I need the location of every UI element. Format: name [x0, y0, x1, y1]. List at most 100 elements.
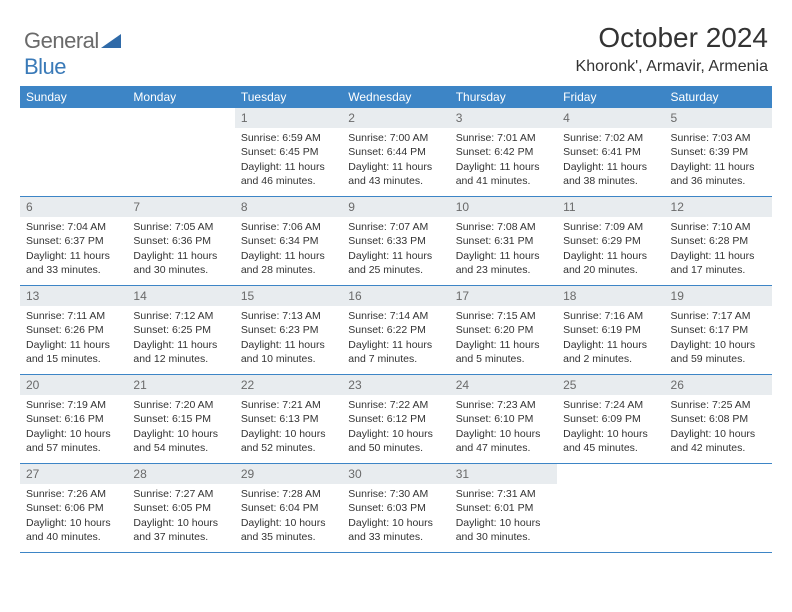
day-content: Sunrise: 7:28 AMSunset: 6:04 PMDaylight:… — [235, 484, 342, 547]
daylight-text: Daylight: 10 hours and 37 minutes. — [133, 516, 228, 544]
day-number: 19 — [665, 286, 772, 306]
sunset-text: Sunset: 6:29 PM — [563, 234, 658, 248]
weekday-header: Thursday — [450, 86, 557, 108]
day-cell: 7Sunrise: 7:05 AMSunset: 6:36 PMDaylight… — [127, 197, 234, 285]
day-cell: 25 Sunrise: 7:24 AMSunset: 6:09 PMDayligh… — [557, 375, 664, 463]
daylight-text: Daylight: 10 hours and 35 minutes. — [241, 516, 336, 544]
day-cell: 6Sunrise: 7:04 AMSunset: 6:37 PMDaylight… — [20, 197, 127, 285]
day-cell: 4Sunrise: 7:02 AMSunset: 6:41 PMDaylight… — [557, 108, 664, 196]
day-number: 6 — [20, 197, 127, 217]
brand-logo: General Blue — [24, 28, 121, 80]
day-cell: 19Sunrise: 7:17 AMSunset: 6:17 PMDayligh… — [665, 286, 772, 374]
sunset-text: Sunset: 6:26 PM — [26, 323, 121, 337]
sunrise-text: Sunrise: 7:24 AM — [563, 398, 658, 412]
sunrise-text: Sunrise: 7:27 AM — [133, 487, 228, 501]
day-content: Sunrise: 7:02 AMSunset: 6:41 PMDaylight:… — [557, 128, 664, 191]
day-number — [127, 108, 234, 112]
day-cell: 29Sunrise: 7:28 AMSunset: 6:04 PMDayligh… — [235, 464, 342, 552]
daylight-text: Daylight: 11 hours and 28 minutes. — [241, 249, 336, 277]
sunrise-text: Sunrise: 7:01 AM — [456, 131, 551, 145]
sunrise-text: Sunrise: 7:25 AM — [671, 398, 766, 412]
daylight-text: Daylight: 11 hours and 10 minutes. — [241, 338, 336, 366]
brand-triangle-icon — [101, 28, 121, 53]
day-number — [20, 108, 127, 112]
day-content: Sunrise: 7:01 AMSunset: 6:42 PMDaylight:… — [450, 128, 557, 191]
daylight-text: Daylight: 11 hours and 36 minutes. — [671, 160, 766, 188]
day-cell: 2Sunrise: 7:00 AMSunset: 6:44 PMDaylight… — [342, 108, 449, 196]
day-content: Sunrise: 7:12 AMSunset: 6:25 PMDaylight:… — [127, 306, 234, 369]
daylight-text: Daylight: 11 hours and 46 minutes. — [241, 160, 336, 188]
day-content: Sunrise: 7:13 AMSunset: 6:23 PMDaylight:… — [235, 306, 342, 369]
day-number: 2 — [342, 108, 449, 128]
sunrise-text: Sunrise: 7:17 AM — [671, 309, 766, 323]
day-number: 21 — [127, 375, 234, 395]
sunset-text: Sunset: 6:39 PM — [671, 145, 766, 159]
day-content: Sunrise: 7:10 AMSunset: 6:28 PMDaylight:… — [665, 217, 772, 280]
sunrise-text: Sunrise: 7:06 AM — [241, 220, 336, 234]
sunrise-text: Sunrise: 7:11 AM — [26, 309, 121, 323]
day-content: Sunrise: 7:11 AMSunset: 6:26 PMDaylight:… — [20, 306, 127, 369]
day-number: 7 — [127, 197, 234, 217]
sunrise-text: Sunrise: 7:23 AM — [456, 398, 551, 412]
day-number: 10 — [450, 197, 557, 217]
sunset-text: Sunset: 6:04 PM — [241, 501, 336, 515]
day-cell: 9Sunrise: 7:07 AMSunset: 6:33 PMDaylight… — [342, 197, 449, 285]
daylight-text: Daylight: 11 hours and 43 minutes. — [348, 160, 443, 188]
day-number: 23 — [342, 375, 449, 395]
day-number: 15 — [235, 286, 342, 306]
sunrise-text: Sunrise: 7:12 AM — [133, 309, 228, 323]
sunrise-text: Sunrise: 7:07 AM — [348, 220, 443, 234]
day-number: 8 — [235, 197, 342, 217]
sunset-text: Sunset: 6:44 PM — [348, 145, 443, 159]
daylight-text: Daylight: 11 hours and 41 minutes. — [456, 160, 551, 188]
daylight-text: Daylight: 11 hours and 30 minutes. — [133, 249, 228, 277]
daylight-text: Daylight: 10 hours and 45 minutes. — [563, 427, 658, 455]
day-number: 12 — [665, 197, 772, 217]
title-block: October 2024 Khoronk', Armavir, Armenia — [576, 22, 768, 76]
day-cell — [665, 464, 772, 552]
sunrise-text: Sunrise: 6:59 AM — [241, 131, 336, 145]
sunrise-text: Sunrise: 7:15 AM — [456, 309, 551, 323]
daylight-text: Daylight: 11 hours and 23 minutes. — [456, 249, 551, 277]
day-content: Sunrise: 7:17 AMSunset: 6:17 PMDaylight:… — [665, 306, 772, 369]
daylight-text: Daylight: 11 hours and 17 minutes. — [671, 249, 766, 277]
day-content: Sunrise: 7:27 AMSunset: 6:05 PMDaylight:… — [127, 484, 234, 547]
day-cell: 1Sunrise: 6:59 AMSunset: 6:45 PMDaylight… — [235, 108, 342, 196]
daylight-text: Daylight: 11 hours and 38 minutes. — [563, 160, 658, 188]
sunset-text: Sunset: 6:23 PM — [241, 323, 336, 337]
day-content: Sunrise: 7:16 AMSunset: 6:19 PMDaylight:… — [557, 306, 664, 369]
day-content: Sunrise: 7:06 AMSunset: 6:34 PMDaylight:… — [235, 217, 342, 280]
weekday-header-row: Sunday Monday Tuesday Wednesday Thursday… — [20, 86, 772, 108]
brand-text-2: Blue — [24, 54, 66, 79]
sunrise-text: Sunrise: 7:05 AM — [133, 220, 228, 234]
daylight-text: Daylight: 10 hours and 50 minutes. — [348, 427, 443, 455]
day-number: 14 — [127, 286, 234, 306]
daylight-text: Daylight: 10 hours and 33 minutes. — [348, 516, 443, 544]
day-cell: 27Sunrise: 7:26 AMSunset: 6:06 PMDayligh… — [20, 464, 127, 552]
day-number: 25 — [557, 375, 664, 395]
daylight-text: Daylight: 11 hours and 12 minutes. — [133, 338, 228, 366]
day-number: 26 — [665, 375, 772, 395]
day-number: 13 — [20, 286, 127, 306]
daylight-text: Daylight: 11 hours and 33 minutes. — [26, 249, 121, 277]
day-content: Sunrise: 7:15 AMSunset: 6:20 PMDaylight:… — [450, 306, 557, 369]
day-content: Sunrise: 7:25 AMSunset: 6:08 PMDaylight:… — [665, 395, 772, 458]
sunrise-text: Sunrise: 7:21 AM — [241, 398, 336, 412]
sunset-text: Sunset: 6:09 PM — [563, 412, 658, 426]
month-title: October 2024 — [576, 22, 768, 54]
day-content: Sunrise: 7:31 AMSunset: 6:01 PMDaylight:… — [450, 484, 557, 547]
day-cell: 14Sunrise: 7:12 AMSunset: 6:25 PMDayligh… — [127, 286, 234, 374]
day-content: Sunrise: 7:05 AMSunset: 6:36 PMDaylight:… — [127, 217, 234, 280]
sunset-text: Sunset: 6:12 PM — [348, 412, 443, 426]
week-row: 20Sunrise: 7:19 AMSunset: 6:16 PMDayligh… — [20, 375, 772, 464]
sunrise-text: Sunrise: 7:10 AM — [671, 220, 766, 234]
day-number: 4 — [557, 108, 664, 128]
daylight-text: Daylight: 11 hours and 7 minutes. — [348, 338, 443, 366]
brand-text: General Blue — [24, 28, 121, 80]
sunrise-text: Sunrise: 7:19 AM — [26, 398, 121, 412]
sunset-text: Sunset: 6:33 PM — [348, 234, 443, 248]
day-cell — [20, 108, 127, 196]
day-number: 31 — [450, 464, 557, 484]
day-content: Sunrise: 7:30 AMSunset: 6:03 PMDaylight:… — [342, 484, 449, 547]
sunset-text: Sunset: 6:31 PM — [456, 234, 551, 248]
